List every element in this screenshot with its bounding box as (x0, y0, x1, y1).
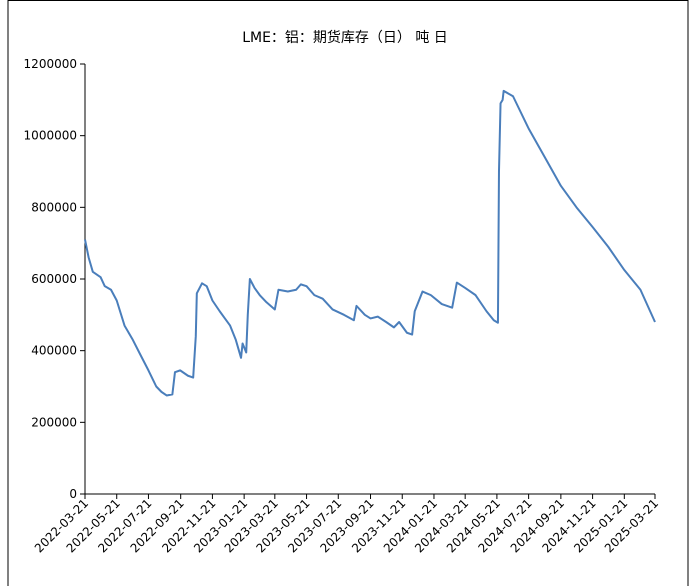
y-tick-label: 200000 (31, 415, 77, 429)
y-tick-label: 600000 (31, 272, 77, 286)
y-tick-label: 400000 (31, 344, 77, 358)
chart-title: LME：铝：期货库存（日） 吨 日 (242, 29, 448, 46)
y-tick-label: 0 (69, 487, 77, 501)
y-tick-label: 1000000 (24, 129, 77, 143)
data-line (84, 89, 656, 397)
y-tick-label: 1200000 (24, 57, 77, 71)
y-tick-label: 800000 (31, 200, 77, 214)
